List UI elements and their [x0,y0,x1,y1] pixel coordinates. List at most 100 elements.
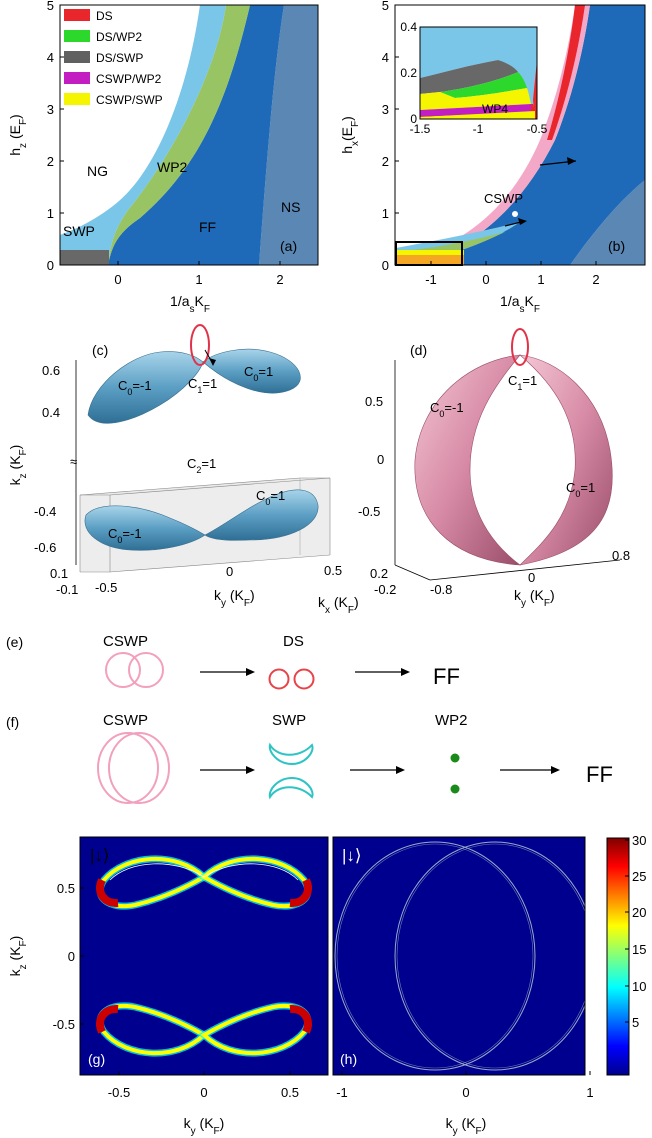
region-red-b [547,5,585,140]
panel-g-letter: (g) [88,1051,105,1067]
panel-a: DS DS/WP2 DS/SWP CSWP/WP2 CSWP/SWP NG SWP WP… [7,0,319,315]
inset-tick-label: -0.5 [527,122,548,136]
zt-c-1: 0.6 [42,363,60,378]
tick-label: 0.5 [57,881,75,896]
region-yellow-b [396,250,464,255]
label-c0-top-left: C0=-1 [118,378,152,397]
panel-h-letter: (h) [340,1051,357,1067]
label-c0-bottom-left: C0=-1 [108,526,142,545]
kx-c-1: 0.1 [50,566,68,581]
panel-c: (c) 0.6 0.4 ≈ -0.4 -0.6 kz (KF) [7,324,359,616]
xticks-a: 0 1 2 [114,261,284,287]
ylabel-g: kz (KF) [7,936,29,977]
legend-swatch [64,30,90,42]
label-c1-c: C1=1 [188,376,217,395]
stage-f-wp2: WP2 [435,712,468,729]
xlabel-b: 1/asKF [500,293,540,315]
tick-label: 0.5 [281,1085,299,1100]
cswp-point [512,211,518,217]
tick-label: 0 [47,258,54,273]
region-label-ff: FF [199,219,216,235]
surface-c-top-right [202,348,301,394]
zoom-box-b [395,241,463,266]
tick-label: 2 [47,154,54,169]
inset-label-wp4: WP4 [482,102,508,116]
region-label-ng: NG [87,163,108,179]
tick-label: 1 [195,272,202,287]
xlabel-h: ky (KF) [446,1115,487,1137]
inset-tick-label: 0.4 [400,20,417,34]
zt-d-1: 0.5 [365,394,383,409]
inset-tick-label: -1 [473,122,484,136]
tick-label: 2 [276,272,283,287]
xlabel-a: 1/asKF [170,293,210,315]
tick-label: 0 [382,258,389,273]
panel-a-letter: (a) [280,238,297,254]
yticks-a: 0 1 2 3 4 5 [47,0,64,273]
kylabel-c: ky (KF) [214,587,255,609]
stage-f-cswp: CSWP [103,712,148,729]
tick-label: 1 [382,206,389,221]
panel-d-letter: (d) [410,342,427,358]
kxlabel-c: kx (KF) [318,594,359,616]
region-ff [108,5,284,265]
zt-c-2: 0.4 [42,405,60,420]
inset-xticks: -1.5 -1 -0.5 [410,122,548,136]
legend-label: CSWP/WP2 [96,72,162,86]
legend-swatch [64,51,90,63]
legend-swatch [64,72,90,84]
tick-label: 3 [382,102,389,117]
tick-label: -1 [336,1085,348,1100]
legend-label: DS [96,9,113,23]
label-c0-top-right: C0=1 [244,364,273,383]
intensity-g-bottom [96,1002,312,1057]
ky-d-1: -0.8 [430,582,452,597]
colorbar-tick-label: 20 [632,905,646,920]
legend-label: DS/WP2 [96,30,142,44]
inset-tick-label: 0 [410,112,417,126]
intensity-g-top [96,855,312,910]
ylabel-b: hx(EF) [339,116,361,154]
legend-a: DS DS/WP2 DS/SWP CSWP/WP2 CSWP/SWP [64,9,163,107]
xticks-g: -0.5 0 0.5 [108,1071,299,1100]
kx-d-1: 0.2 [370,566,388,581]
legend-label: CSWP/SWP [96,93,163,107]
tick-label: 2 [382,154,389,169]
stage-e-ds: DS [283,633,304,650]
label-d-c0-left: C0=-1 [430,400,464,419]
colorbar-tick-label: 5 [632,1015,639,1030]
ky-c-3: 0.5 [324,563,342,578]
region-swp [60,5,226,265]
tick-label: 5 [382,0,389,13]
xlabel-g: ky (KF) [184,1115,225,1137]
legend-swatch [64,93,90,105]
stage-e-cswp: CSWP [103,633,148,650]
inset-b: WP4 0 0.2 0.4 -1.5 -1 -0.5 [400,20,547,136]
ky-d-3: 0.8 [612,548,630,563]
region-label-ns: NS [281,199,300,215]
panel-d: (d) C0=-1 C1=1 C0=1 0.5 0 -0.5 0.2 -0.2 … [358,328,630,609]
tick-label: 1 [47,206,54,221]
region-ff-b [420,5,645,265]
legend-label: DS/SWP [96,51,143,65]
tick-label: 2 [592,272,599,287]
ky-c-2: 0 [226,564,233,579]
tick-label: 0 [482,272,489,287]
region-ns [259,5,318,265]
tick-label: 0 [68,949,75,964]
break-symbol: ≈ [70,454,77,469]
inset-yticks: 0 0.2 0.4 [400,20,417,126]
tick-label: 4 [47,50,54,65]
colorbar: 30 25 20 15 10 5 [606,833,646,1076]
loop-c [190,324,210,366]
panel-e: (e) CSWP DS FF [6,633,460,690]
region-ds-swp [60,250,109,265]
kx-c-2: -0.1 [56,582,78,597]
colorbar-tick-label: 15 [632,942,646,957]
inset-tick-label: 0.2 [400,66,417,80]
colorbar-ticks: 30 25 20 15 10 5 [625,833,646,1030]
panel-g: |↓⟩ (g) 0.5 0 -0.5 -0.5 0 0.5 kz (KF) ky (KF… [7,836,329,1137]
surface-c-bottom-right [204,489,319,541]
panel-b: WP4 0 0.2 0.4 -1.5 -1 -0.5 CSWP (b) 0 1 2 3 4 5 -… [339,0,646,315]
tick-label: 0 [462,1085,469,1100]
